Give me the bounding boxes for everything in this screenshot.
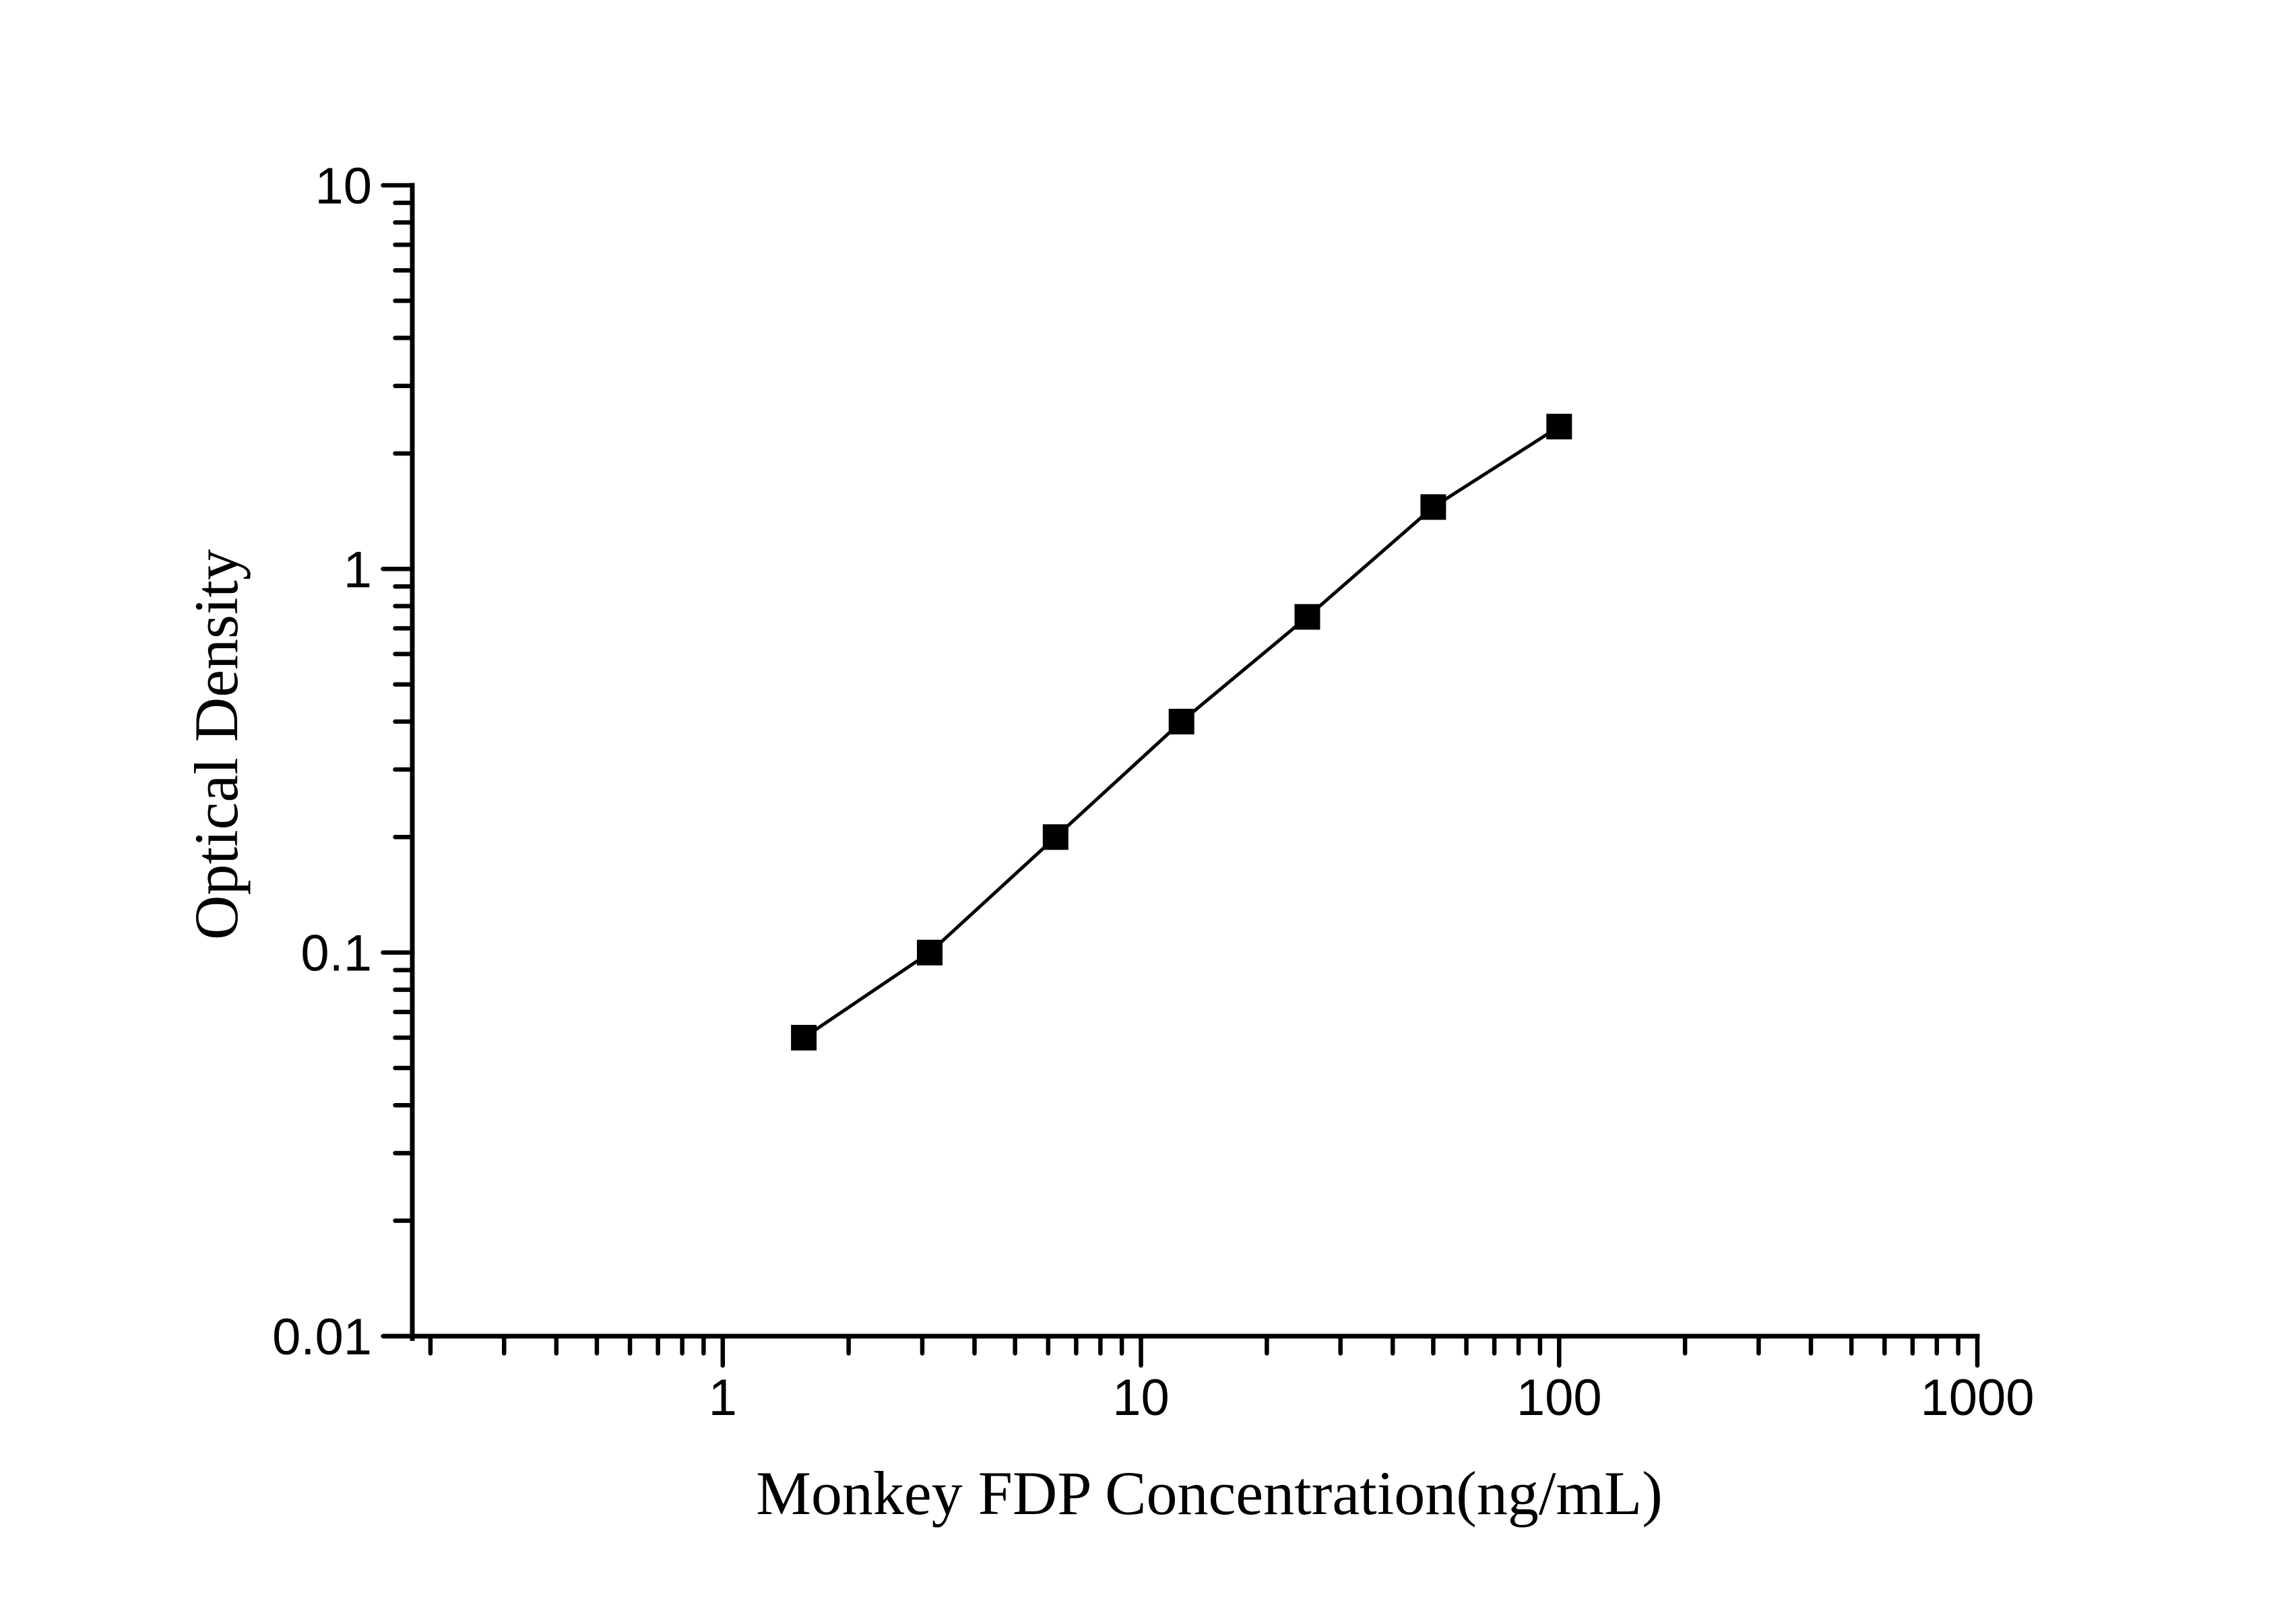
data-point-marker [791,1025,817,1050]
data-point-marker [1168,708,1194,734]
y-tick-label: 1 [344,541,372,598]
y-tick-label: 0.01 [272,1309,372,1366]
x-tick-label: 1 [709,1369,737,1426]
data-point-marker [1420,494,1446,520]
data-point-marker [917,939,943,966]
y-tick-label: 0.1 [300,925,372,982]
data-point-marker [1042,824,1069,850]
x-tick-label: 1000 [1920,1369,2034,1426]
axis-ticks [381,183,1980,1368]
y-tick-label: 10 [315,158,372,215]
y-axis-title: Optical Density [182,549,251,940]
data-series [791,414,1572,1050]
x-tick-label: 10 [1112,1369,1170,1426]
x-tick-label: 100 [1517,1369,1602,1426]
data-point-marker [1546,414,1572,440]
axis-tick-labels: 1 10 100 1000 0.01 0.1 1 10 [272,158,2034,1426]
x-axis-title: Monkey FDP Concentration(ng/mL) [756,1459,1663,1528]
data-point-marker [1294,604,1320,630]
